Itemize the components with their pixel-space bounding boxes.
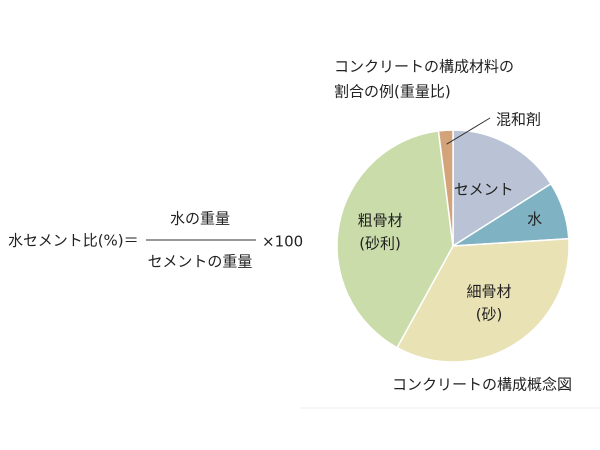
pie-slice xyxy=(452,129,552,248)
slice-label: セメント xyxy=(454,181,514,199)
slice-label: 粗骨材 xyxy=(358,212,403,230)
formula-lhs: 水セメント比(%)＝ xyxy=(8,232,139,250)
pie-slice xyxy=(336,130,454,349)
formula-multiplier: ×100 xyxy=(262,233,303,251)
chart-subtitle: 割合の例(重量比) xyxy=(334,83,451,101)
slice-label: 細骨材 xyxy=(467,282,512,300)
slice-label: 水 xyxy=(527,210,542,228)
slice-note: (砂利) xyxy=(359,235,401,253)
leader-line xyxy=(446,117,491,145)
slice-note: (砂) xyxy=(476,305,503,323)
formula-numerator: 水の重量 xyxy=(170,210,230,228)
pie-slice xyxy=(437,129,454,247)
slice-label: 混和剤 xyxy=(496,111,541,129)
formula-denominator: セメントの重量 xyxy=(148,253,253,271)
chart-caption: コンクリートの構成概念図 xyxy=(392,376,572,394)
chart-title: コンクリートの構成材料の xyxy=(334,58,514,76)
